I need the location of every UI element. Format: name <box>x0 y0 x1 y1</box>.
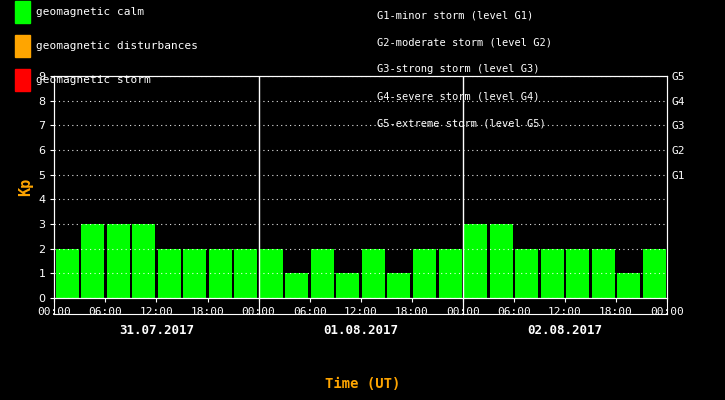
Bar <box>413 249 436 298</box>
Bar <box>592 249 615 298</box>
Bar <box>387 273 410 298</box>
Bar <box>566 249 589 298</box>
Text: geomagnetic calm: geomagnetic calm <box>36 7 144 17</box>
Bar <box>439 249 462 298</box>
Bar <box>541 249 563 298</box>
Text: G4-severe storm (level G4): G4-severe storm (level G4) <box>377 92 539 102</box>
Text: G5-extreme storm (level G5): G5-extreme storm (level G5) <box>377 119 546 129</box>
Text: geomagnetic disturbances: geomagnetic disturbances <box>36 41 198 51</box>
Bar <box>464 224 487 298</box>
Bar <box>132 224 155 298</box>
Bar <box>234 249 257 298</box>
Y-axis label: Kp: Kp <box>17 178 33 196</box>
Bar <box>643 249 666 298</box>
Bar <box>107 224 130 298</box>
Text: G2-moderate storm (level G2): G2-moderate storm (level G2) <box>377 37 552 47</box>
Bar <box>617 273 640 298</box>
Bar <box>260 249 283 298</box>
Text: G1-minor storm (level G1): G1-minor storm (level G1) <box>377 10 534 20</box>
Bar <box>158 249 181 298</box>
Bar <box>56 249 78 298</box>
Text: geomagnetic storm: geomagnetic storm <box>36 75 151 85</box>
Bar <box>81 224 104 298</box>
Bar <box>489 224 513 298</box>
Bar <box>286 273 308 298</box>
Text: 02.08.2017: 02.08.2017 <box>527 324 602 336</box>
Bar <box>336 273 360 298</box>
Text: 01.08.2017: 01.08.2017 <box>323 324 398 336</box>
Bar <box>362 249 385 298</box>
Bar <box>515 249 538 298</box>
Text: 31.07.2017: 31.07.2017 <box>119 324 194 336</box>
Bar <box>209 249 232 298</box>
Text: G3-strong storm (level G3): G3-strong storm (level G3) <box>377 64 539 74</box>
Bar <box>311 249 334 298</box>
Bar <box>183 249 206 298</box>
Text: Time (UT): Time (UT) <box>325 377 400 391</box>
